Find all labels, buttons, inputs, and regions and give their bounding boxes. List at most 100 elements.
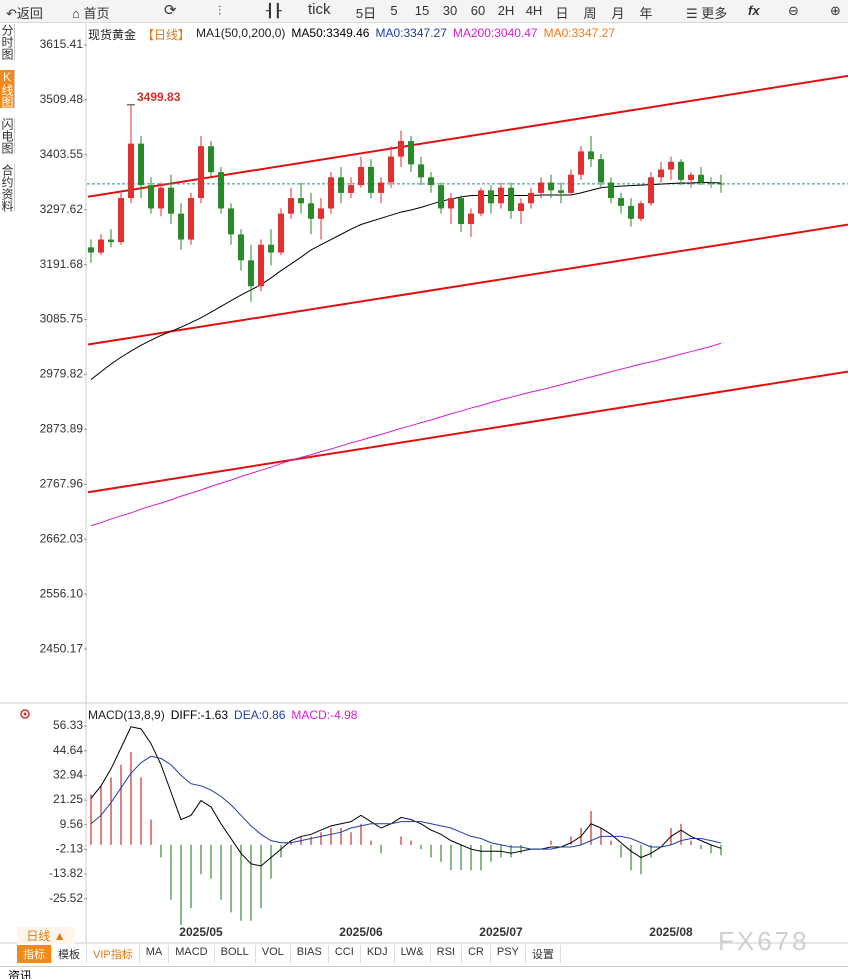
x-tick-label: 2025/06 <box>339 925 383 939</box>
candle-body <box>478 190 484 214</box>
legend-entry: MA0:3347.27 <box>375 26 447 40</box>
macd-line <box>90 726 722 867</box>
toolbar: ↶返回 ⌂ 首页 ⟳ ⫶ ┨┠ tick 5日 5 15 30 60 2H 4H 日周月年 ☰… <box>0 0 848 23</box>
y-tick-label: -13.82 <box>49 866 83 880</box>
macd-legend: MACD(13,8,9) DIFF:-1.63 DEA:0.86 MACD:-4.98 <box>88 708 357 722</box>
candle-body <box>508 187 514 212</box>
candle-body <box>268 244 274 253</box>
indicator-tab[interactable]: KDJ <box>361 945 395 963</box>
indicator-tab[interactable]: VOL <box>256 945 291 963</box>
indicator-tab[interactable]: VIP指标 <box>87 945 140 963</box>
indicator-tab[interactable]: BOLL <box>215 945 256 963</box>
trend-line <box>87 223 848 346</box>
indicator-tabs: 指标 模板 VIP指标 MA MACD BOLL VOL BIAS CCI KDJ LW& RSI CR… <box>17 945 561 963</box>
candle-body <box>198 146 204 199</box>
period-button[interactable]: 30 <box>442 3 458 18</box>
y-tick-label: 44.64 <box>53 743 83 757</box>
indicator-tab[interactable]: RSI <box>431 945 462 963</box>
candle-body <box>598 159 604 183</box>
candle-body <box>378 182 384 193</box>
indicator-tab[interactable]: 设置 <box>526 945 561 963</box>
y-tick-label: 2450.17 <box>40 641 84 655</box>
period-button[interactable]: 15 <box>414 3 430 18</box>
candle-body <box>418 164 424 178</box>
candle-body <box>388 156 394 183</box>
side-tab[interactable]: K线图 <box>0 70 15 108</box>
period-button[interactable]: 5日 <box>355 6 377 21</box>
x-tick-label: 2025/07 <box>479 925 523 939</box>
side-tab[interactable]: 闪电图 <box>0 118 15 154</box>
candle-icon[interactable]: ┨┠ <box>266 3 282 18</box>
x-tick-label: 2025/05 <box>179 925 223 939</box>
candle-body <box>568 174 574 193</box>
more-button[interactable]: ☰ 更多 <box>686 6 728 21</box>
indicator-tab[interactable]: BIAS <box>291 945 329 963</box>
back-label[interactable]: 返回 <box>16 6 43 21</box>
y-tick-label: 3509.48 <box>40 92 84 106</box>
indicator-tab[interactable]: MA <box>140 945 170 963</box>
chart-icon[interactable]: ⫶ <box>218 3 222 18</box>
period-selector[interactable]: 日线 ▲ <box>17 927 75 944</box>
refresh-icon[interactable]: ⟳ <box>164 2 177 19</box>
indicator-tab[interactable]: 模板 <box>52 945 87 963</box>
indicator-tab[interactable]: 指标 <box>17 945 52 963</box>
formula-icon[interactable]: fx <box>748 3 760 18</box>
candle-body <box>328 177 334 209</box>
candle-body <box>588 151 594 160</box>
candle-body <box>148 185 154 209</box>
candle-body <box>308 203 314 219</box>
period-list: 5日 5 15 30 60 2H 4H 日周月年 <box>352 0 660 22</box>
indicator-tab[interactable]: CR <box>462 945 491 963</box>
more-label[interactable]: 更多 <box>701 6 728 21</box>
indicator-tab[interactable]: CCI <box>329 945 361 963</box>
candle-body <box>158 187 164 209</box>
back-button[interactable]: ↶返回 <box>6 6 43 21</box>
settings-icon[interactable] <box>20 709 30 719</box>
candle-body <box>108 239 114 243</box>
y-tick-label: 2662.03 <box>40 531 84 545</box>
zoom-in[interactable]: ⊕ <box>830 3 841 18</box>
y-tick-label: -25.52 <box>49 891 83 905</box>
candle-body <box>248 260 254 287</box>
footer-label: 资讯 <box>8 969 33 979</box>
candle-body <box>98 239 104 253</box>
home-label[interactable]: 首页 <box>83 6 110 21</box>
ma-line <box>90 182 722 380</box>
candle-body <box>218 172 224 209</box>
legend-entry: MA200:3040.47 <box>452 26 538 40</box>
period-button[interactable]: 2H <box>497 3 515 18</box>
footer: 资讯 <box>0 966 848 979</box>
zoom-out[interactable]: ⊖ <box>788 3 799 18</box>
period-button[interactable]: 年 <box>639 6 653 21</box>
side-tab[interactable]: 分时图 <box>0 24 15 60</box>
candle-body <box>538 182 544 193</box>
y-tick-label: 21.25 <box>53 792 83 806</box>
y-tick-label: 2873.89 <box>40 422 84 436</box>
indicator-tab[interactable]: MACD <box>169 945 215 963</box>
candle-body <box>368 166 374 193</box>
side-tab[interactable]: 合约资料 <box>0 164 15 212</box>
period-button[interactable]: 5 <box>390 3 398 18</box>
y-tick-label: 2979.82 <box>40 367 84 381</box>
candle-body <box>288 198 294 214</box>
y-tick-label: 56.33 <box>53 718 83 732</box>
period-button[interactable]: 日 <box>555 6 569 21</box>
candle-body <box>138 143 144 186</box>
indicator-tab[interactable]: PSY <box>491 945 526 963</box>
period-button[interactable]: 周 <box>583 6 597 21</box>
period-button[interactable]: 4H <box>525 3 543 18</box>
candle-body <box>688 174 694 180</box>
y-tick-label: 32.94 <box>53 768 83 782</box>
period-button[interactable]: 月 <box>611 6 625 21</box>
candle-body <box>518 203 524 212</box>
home-button[interactable]: ⌂ 首页 <box>72 6 110 21</box>
period-button[interactable]: 60 <box>470 3 486 18</box>
candle-body <box>488 190 494 204</box>
y-tick-label: 9.56 <box>60 817 84 831</box>
candle-body <box>638 203 644 219</box>
legend-entry: MA50:3349.46 <box>291 26 370 40</box>
candle-body <box>648 177 654 204</box>
indicator-tab[interactable]: LW& <box>395 945 431 963</box>
tick-button[interactable]: tick <box>308 1 331 18</box>
